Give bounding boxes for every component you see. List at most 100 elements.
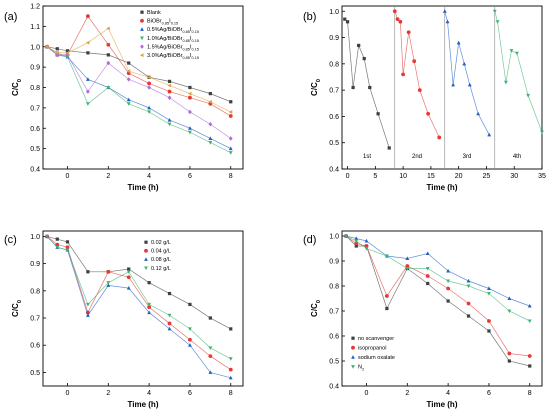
data-point bbox=[395, 17, 400, 22]
data-point bbox=[147, 75, 151, 80]
data-point bbox=[106, 53, 110, 57]
series-3 bbox=[45, 44, 233, 151]
data-point bbox=[528, 364, 532, 368]
data-point bbox=[466, 278, 471, 283]
data-point bbox=[228, 146, 233, 151]
data-point bbox=[387, 146, 391, 150]
panel-label: (c) bbox=[4, 234, 17, 246]
series-line bbox=[46, 236, 231, 330]
series-line bbox=[46, 15, 231, 117]
y-tick-label: 1.0 bbox=[30, 234, 40, 241]
data-point bbox=[364, 246, 369, 251]
data-point bbox=[228, 367, 233, 372]
data-point bbox=[65, 245, 70, 250]
y-tick-label: 0.8 bbox=[329, 61, 339, 68]
cycle-label: 1st bbox=[363, 154, 371, 160]
y-tick-label: 0.4 bbox=[329, 167, 339, 174]
data-point bbox=[376, 112, 380, 116]
data-point bbox=[86, 51, 90, 55]
data-point bbox=[487, 319, 491, 323]
data-point bbox=[208, 121, 213, 127]
data-point bbox=[188, 126, 192, 130]
y-tick-label: 0.9 bbox=[329, 35, 339, 42]
data-point bbox=[55, 245, 60, 250]
data-point bbox=[466, 301, 471, 306]
y-axis-label: C/C0 bbox=[310, 79, 322, 96]
data-point bbox=[126, 69, 131, 74]
data-point bbox=[354, 239, 359, 244]
data-point bbox=[425, 266, 430, 271]
data-point bbox=[476, 111, 481, 116]
legend: no scanvenger isopropanol sodium oxalate N2 bbox=[351, 336, 395, 372]
data-point bbox=[167, 122, 172, 127]
data-point bbox=[55, 47, 59, 51]
y-tick-label: 0.7 bbox=[30, 316, 40, 323]
legend-label: isopropanol bbox=[358, 346, 386, 352]
x-axis-label: Time (h) bbox=[128, 400, 159, 409]
data-point bbox=[442, 9, 447, 13]
data-point bbox=[446, 268, 451, 273]
data-point bbox=[392, 9, 397, 14]
y-tick-label: 1.2 bbox=[30, 4, 40, 11]
data-point bbox=[147, 305, 152, 310]
legend-marker bbox=[351, 365, 355, 369]
data-point bbox=[344, 234, 348, 239]
data-point bbox=[126, 97, 131, 102]
data-point bbox=[426, 281, 430, 286]
legend-marker bbox=[139, 53, 144, 58]
data-point bbox=[451, 82, 456, 87]
y-tick-label: 0.5 bbox=[329, 359, 339, 366]
data-point bbox=[507, 351, 512, 356]
data-point bbox=[362, 56, 366, 61]
data-point bbox=[188, 327, 192, 331]
x-tick-label: 2 bbox=[405, 390, 409, 397]
x-tick-label: 4 bbox=[147, 173, 151, 180]
legend-label: 3.0%Ag/BiOBr0.85I0.15 bbox=[147, 53, 199, 60]
data-point bbox=[65, 240, 70, 244]
data-point bbox=[540, 130, 544, 135]
x-tick-label: 4 bbox=[147, 390, 151, 397]
y-tick-label: 0.5 bbox=[30, 146, 40, 153]
data-point bbox=[167, 83, 172, 88]
data-point bbox=[208, 140, 213, 145]
legend-label: 0.02 g/L bbox=[151, 240, 171, 246]
data-point bbox=[65, 49, 70, 53]
data-point bbox=[228, 357, 233, 361]
data-point bbox=[167, 118, 172, 122]
y-tick-label: 0.9 bbox=[30, 261, 40, 268]
series-4 bbox=[45, 45, 233, 155]
x-tick-label: 0 bbox=[346, 173, 350, 180]
x-tick-label: 4 bbox=[446, 390, 450, 397]
data-point bbox=[364, 244, 369, 248]
data-point bbox=[188, 343, 192, 347]
data-point bbox=[106, 60, 111, 66]
series-1 bbox=[45, 234, 233, 331]
series-line bbox=[46, 236, 231, 370]
x-tick-label: 20 bbox=[455, 173, 463, 180]
data-point bbox=[527, 303, 532, 308]
legend: 0.02 g/L 0.04 g/L 0.08 g/L 0.12 g/L bbox=[144, 240, 171, 272]
legend-marker bbox=[140, 44, 144, 49]
data-point bbox=[466, 314, 471, 318]
legend-label: 0.08 g/L bbox=[151, 257, 171, 263]
y-tick-label: 1.0 bbox=[329, 9, 339, 16]
data-point bbox=[188, 337, 192, 342]
chart-panel-b: (b) 0 5 10 15 20 25 30 35 0.4 0.5 0.6 0.7 0.8 0.9 1.0 Ti… bbox=[303, 5, 546, 192]
data-point bbox=[45, 234, 49, 239]
data-point bbox=[487, 286, 491, 291]
data-point bbox=[167, 95, 172, 100]
legend-label: N2 bbox=[358, 365, 364, 372]
x-tick-label: 0 bbox=[66, 390, 70, 397]
series-line bbox=[46, 236, 231, 360]
data-point bbox=[526, 93, 531, 98]
panel-label: (b) bbox=[303, 11, 316, 23]
data-point bbox=[462, 61, 467, 66]
series-2 bbox=[392, 9, 442, 140]
series-line bbox=[46, 46, 231, 139]
data-point bbox=[44, 44, 49, 49]
data-point bbox=[405, 256, 410, 261]
data-point bbox=[405, 264, 410, 268]
data-point bbox=[167, 321, 172, 326]
data-point bbox=[446, 299, 450, 303]
x-axis-label: Time (h) bbox=[427, 183, 458, 192]
